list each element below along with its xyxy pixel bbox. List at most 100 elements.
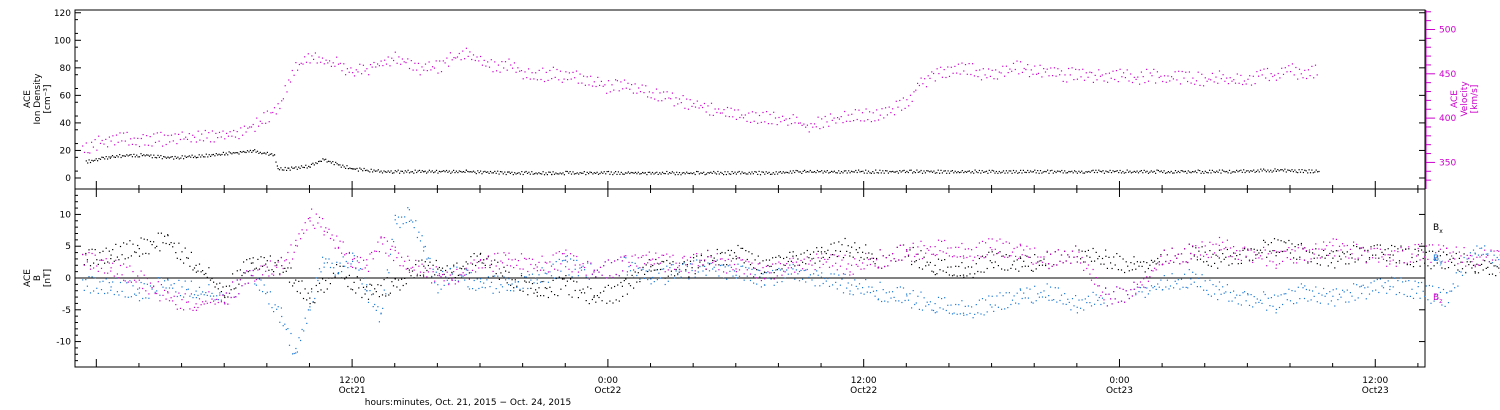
by-point	[1457, 285, 1459, 287]
bz-point	[525, 258, 527, 260]
by-point	[323, 262, 325, 264]
density-point	[673, 172, 675, 174]
density-point	[322, 158, 324, 160]
density-point	[721, 172, 723, 174]
velocity-point	[1304, 69, 1306, 71]
density-point	[1318, 170, 1320, 173]
bz-point	[639, 267, 641, 269]
bx-point	[686, 264, 688, 266]
bz-point	[827, 258, 829, 260]
bx-point	[1135, 268, 1137, 270]
density-point	[454, 172, 456, 174]
bx-point	[726, 264, 728, 266]
velocity-point	[336, 56, 338, 58]
density-point	[683, 172, 685, 174]
density-point	[1078, 170, 1080, 172]
bz-point	[292, 258, 294, 260]
bx-point	[1228, 264, 1230, 266]
bx-point	[369, 283, 371, 285]
by-point	[1209, 279, 1211, 281]
bx-point	[1248, 259, 1251, 261]
velocity-point	[410, 60, 412, 62]
velocity-point	[1083, 79, 1086, 81]
by-point	[145, 297, 147, 299]
by-point	[1204, 280, 1206, 282]
by-point	[1092, 291, 1094, 293]
bz-point	[535, 264, 537, 266]
density-point	[165, 157, 168, 159]
bz-point	[1176, 257, 1178, 259]
density-point	[327, 160, 330, 162]
density-point	[507, 171, 509, 173]
density-point	[646, 174, 648, 176]
bx-point	[1043, 258, 1045, 260]
bz-point	[492, 270, 494, 272]
velocity-point	[698, 107, 700, 109]
bx-point	[1323, 249, 1325, 251]
by-point	[1180, 278, 1183, 280]
bz-point	[931, 253, 933, 255]
by-point	[320, 271, 322, 273]
bx-point	[255, 267, 257, 269]
bz-point	[911, 260, 913, 262]
bz-point	[904, 256, 906, 258]
by-point	[974, 313, 976, 315]
by-point	[399, 226, 401, 229]
bx-point	[1275, 251, 1277, 253]
by-point	[1169, 285, 1172, 287]
density-point	[337, 164, 340, 166]
density-point	[916, 169, 918, 171]
by-point	[1054, 287, 1056, 289]
by-point	[367, 301, 370, 303]
velocity-point	[110, 140, 112, 142]
density-point	[747, 173, 749, 175]
bx-point	[563, 278, 565, 280]
by-point	[803, 269, 805, 272]
by-point	[851, 284, 853, 286]
by-point	[1226, 284, 1228, 286]
bx-point	[214, 286, 216, 288]
bz-point	[1294, 250, 1296, 252]
bx-point	[350, 288, 352, 290]
velocity-point	[858, 109, 860, 111]
bx-point	[633, 287, 635, 289]
velocity-point	[472, 54, 475, 56]
bz-point	[1275, 267, 1277, 269]
velocity-point	[998, 71, 1000, 73]
density-point	[99, 158, 102, 160]
density-point	[615, 171, 617, 173]
bz-point	[775, 263, 777, 265]
by-point	[1168, 288, 1170, 290]
bz-point	[609, 275, 611, 277]
bz-point	[851, 264, 853, 266]
by-point	[775, 269, 777, 271]
velocity-point	[224, 138, 226, 140]
by-point	[963, 314, 965, 316]
density-point	[974, 169, 976, 171]
by-point	[1245, 300, 1247, 302]
density-point	[201, 154, 203, 156]
bz-point	[742, 259, 744, 261]
density-point	[1237, 171, 1239, 173]
velocity-point	[769, 113, 771, 116]
velocity-point	[424, 63, 427, 65]
bx-point	[1229, 255, 1232, 257]
bx-point	[1405, 248, 1407, 250]
velocity-point	[213, 141, 215, 143]
bz-point	[1389, 263, 1391, 265]
density-point	[987, 172, 989, 174]
density-point	[1032, 171, 1034, 173]
velocity-point	[1153, 68, 1155, 70]
bx-point	[1348, 263, 1350, 265]
by-point	[876, 290, 878, 292]
velocity-point	[806, 124, 808, 126]
density-point	[541, 173, 543, 175]
bz-point	[748, 261, 750, 263]
by-point	[623, 256, 625, 258]
bx-point	[658, 263, 660, 265]
bz-point	[996, 240, 998, 242]
bx-point	[961, 262, 963, 264]
bz-point	[1286, 257, 1288, 259]
bx-point	[1223, 258, 1225, 260]
density-point	[775, 171, 777, 173]
